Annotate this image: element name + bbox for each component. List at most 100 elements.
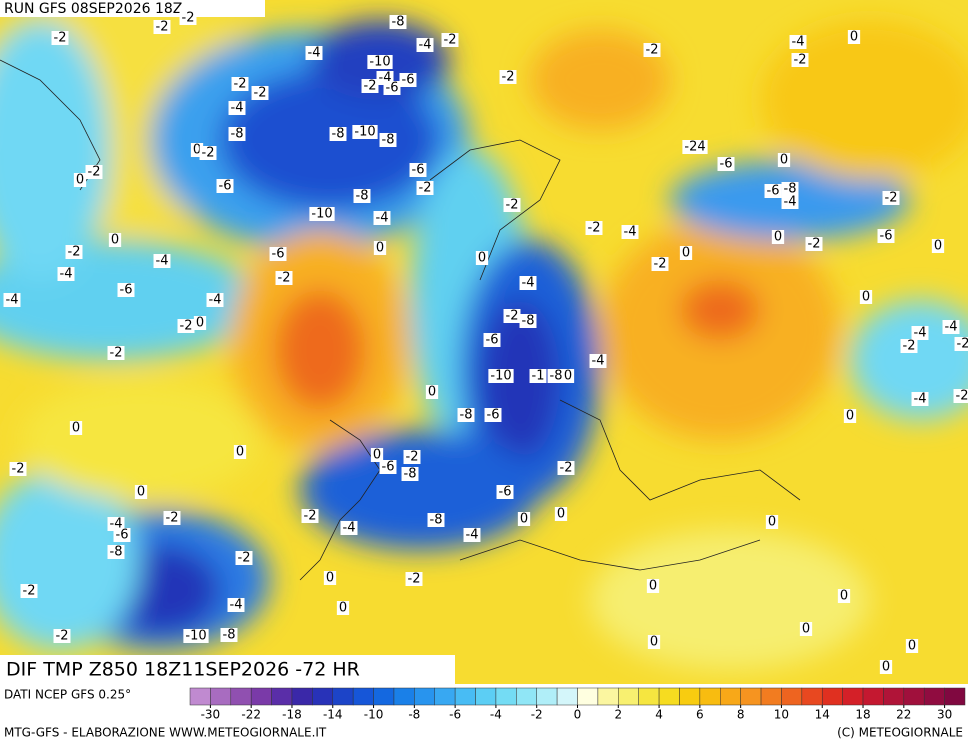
contour-label-box [153, 254, 171, 268]
contour-label: -8 [356, 189, 369, 204]
contour-label: -2 [560, 461, 573, 476]
header-box [0, 0, 265, 17]
contour-label: -2 [23, 584, 36, 599]
contour-label: -2 [506, 198, 519, 213]
contour-label: -4 [522, 276, 535, 291]
colorbar-tick-label: 22 [896, 708, 911, 722]
contour-label: -6 [487, 408, 500, 423]
contour-label: -4 [209, 293, 222, 308]
contour-label: -2 [957, 337, 968, 352]
contour-label-box [379, 460, 397, 474]
contour-label-box [942, 320, 960, 334]
colorbar-swatch [720, 687, 741, 706]
colorbar-swatch [862, 687, 884, 706]
contour-label-box [179, 11, 197, 25]
contour-label-box [911, 392, 929, 406]
contour-label: -10 [185, 629, 206, 644]
contour-label-box [134, 485, 148, 499]
contour-label: -8 [430, 513, 443, 528]
colorbar-tick-label: -22 [241, 708, 261, 722]
contour-label: -8 [460, 408, 473, 423]
contour-label-box [457, 408, 475, 422]
contour-label-box [682, 140, 708, 154]
contour-label: -4 [466, 528, 479, 543]
contour-label: -6 [720, 157, 733, 172]
contour-label: -4 [230, 598, 243, 613]
contour-label: -24 [684, 140, 705, 155]
contour-label-box [484, 408, 502, 422]
contour-label-box [931, 239, 945, 253]
contour-label: -10 [369, 55, 390, 70]
contour-label-box [399, 73, 417, 87]
run-title: RUN GFS 08SEP2026 18Z [4, 1, 182, 17]
colorbar-swatch [679, 687, 701, 706]
colorbar-swatch [618, 687, 639, 706]
contour-label: -4 [419, 38, 432, 53]
contour-label: -10 [490, 369, 511, 384]
contour-label: -2 [502, 70, 515, 85]
contour-label: 0 [780, 153, 788, 168]
contour-label: -4 [914, 326, 927, 341]
contour-label: 0 [564, 369, 572, 384]
contour-label: 0 [236, 445, 244, 460]
contour-label-box [499, 70, 517, 84]
contour-label-box [336, 601, 350, 615]
colorbar-swatch [658, 687, 680, 706]
contour-label: -6 [767, 184, 780, 199]
contour-label: -4 [792, 35, 805, 50]
colorbar-tick-label: 4 [655, 708, 663, 722]
contour-label: -4 [308, 46, 321, 61]
contour-label: -4 [343, 521, 356, 536]
contour-label: -2 [166, 511, 179, 526]
contour-label: -2 [202, 146, 215, 161]
colorbar-swatch [352, 687, 374, 706]
contour-label-box [425, 385, 439, 399]
contour-label: 0 [520, 512, 528, 527]
contour-label-box [585, 221, 603, 235]
contour-label: -6 [402, 73, 415, 88]
contour-label-box [954, 337, 968, 351]
colorbar-swatch [414, 687, 435, 706]
contour-label: -2 [808, 237, 821, 252]
contour-label-box [177, 319, 195, 333]
contour-label-box [235, 551, 253, 565]
contour-label: -6 [412, 163, 425, 178]
colorbar-swatch [495, 687, 517, 706]
contour-label-box [488, 369, 514, 383]
colorbar-tick-label: -30 [201, 708, 221, 722]
contour-label-box [367, 55, 393, 69]
contour-label: -6 [219, 179, 232, 194]
contour-label-box [427, 513, 445, 527]
colorbar-tick-label: 8 [737, 708, 745, 722]
contour-label-box [389, 15, 407, 29]
contour-label: -2 [254, 86, 267, 101]
contour-label-box [483, 333, 501, 347]
contour-label-box [183, 629, 209, 643]
contour-label: -2 [68, 245, 81, 260]
contour-label-box [107, 517, 125, 531]
contour-label-box [777, 153, 791, 167]
contour-label: -2 [182, 11, 195, 26]
contour-label: -4 [60, 267, 73, 282]
contour-label-box [163, 511, 181, 525]
contour-label: -2 [419, 181, 432, 196]
contour-label-box [679, 246, 693, 260]
contour-label-box [529, 369, 547, 383]
contour-label: -2 [110, 346, 123, 361]
contour-label-box [475, 251, 489, 265]
contour-label-box [329, 127, 347, 141]
contour-label-box [107, 346, 125, 360]
colorbar-swatch [454, 687, 476, 706]
contour-label: -2 [304, 509, 317, 524]
colorbar-swatch [312, 687, 334, 706]
contour-label-box [305, 46, 323, 60]
contour-label: -6 [386, 81, 399, 96]
contour-label-box [117, 283, 135, 297]
contour-label: -2 [444, 33, 457, 48]
contour-label-box [370, 448, 384, 462]
contour-label-box [877, 229, 895, 243]
contour-label-box [53, 629, 71, 643]
contour-label-box [231, 77, 249, 91]
contour-label-box [589, 354, 607, 368]
